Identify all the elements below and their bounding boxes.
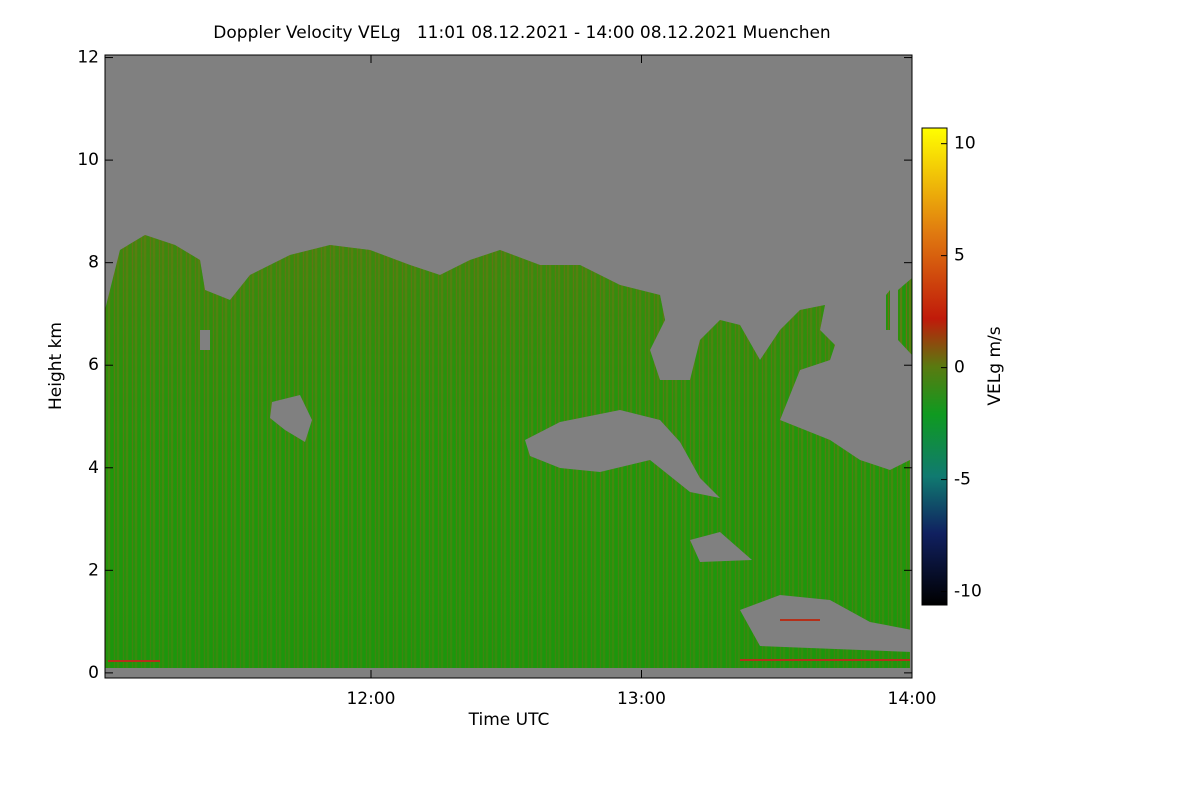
colorbar	[921, 127, 948, 606]
x-tick-label: 14:00	[888, 689, 937, 709]
chart-title: Doppler Velocity VELg 11:01 08.12.2021 -…	[213, 23, 830, 43]
x-tick-label: 12:00	[346, 689, 395, 709]
y-tick-label: 4	[88, 458, 99, 478]
colorbar-tick-label: 10	[954, 134, 976, 154]
y-tick-label: 0	[88, 663, 99, 683]
colorbar-tick-label: 0	[954, 358, 965, 378]
plot-frame	[104, 54, 913, 679]
colorbar-tick-label: 5	[954, 246, 965, 266]
x-axis-title: Time UTC	[468, 710, 550, 730]
echo-field	[105, 235, 912, 678]
y-axis-title: Height km	[46, 322, 66, 410]
x-tick-label: 13:00	[617, 689, 666, 709]
y-tick-label: 8	[88, 253, 99, 273]
y-tick-label: 6	[88, 355, 99, 375]
y-tick-label: 2	[88, 560, 99, 580]
colorbar-tick-label: -5	[954, 470, 971, 490]
y-tick-label: 12	[77, 48, 99, 68]
colorbar-tick-label: -10	[954, 582, 982, 602]
y-tick-label: 10	[77, 150, 99, 170]
colorbar-title: VELg m/s	[985, 326, 1005, 405]
